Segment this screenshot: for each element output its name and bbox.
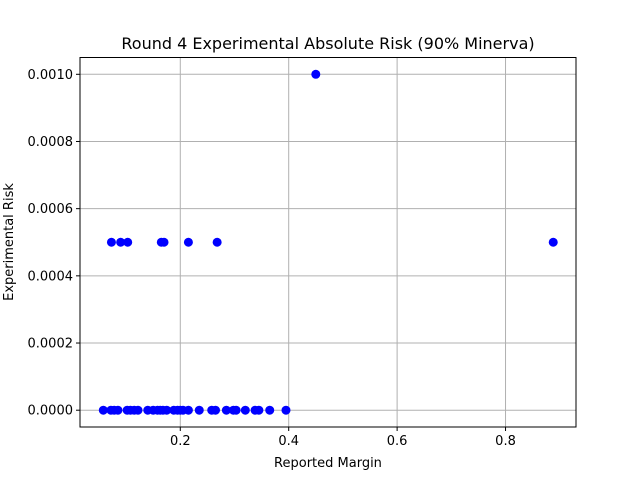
- x-axis-label: Reported Margin: [274, 456, 382, 471]
- data-point: [116, 237, 126, 247]
- y-tick-label: 0.0000: [28, 404, 74, 419]
- y-axis-label: Experimental Risk: [2, 183, 17, 301]
- x-axis-ticks: 0.2 0.4 0.6 0.8: [170, 427, 516, 449]
- data-point: [311, 69, 321, 79]
- data-point: [240, 405, 250, 415]
- x-tick-label: 0.6: [387, 434, 408, 449]
- data-point: [133, 405, 143, 415]
- y-tick-label: 0.0004: [28, 269, 74, 284]
- data-point: [221, 405, 231, 415]
- data-point: [265, 405, 275, 415]
- data-point: [183, 405, 193, 415]
- grid: [80, 57, 576, 427]
- data-point: [212, 237, 222, 247]
- data-point: [113, 405, 123, 415]
- data-point: [254, 405, 264, 415]
- data-point: [281, 405, 291, 415]
- x-tick-label: 0.8: [495, 434, 516, 449]
- x-tick-label: 0.4: [278, 434, 299, 449]
- y-tick-label: 0.0006: [28, 202, 74, 217]
- data-point: [548, 237, 558, 247]
- data-point: [211, 405, 221, 415]
- data-point: [194, 405, 204, 415]
- data-point: [231, 405, 241, 415]
- chart-title: Round 4 Experimental Absolute Risk (90% …: [121, 34, 534, 53]
- data-point: [106, 237, 116, 247]
- x-tick-label: 0.2: [170, 434, 191, 449]
- plot-frame: [79, 57, 577, 428]
- data-point: [123, 237, 133, 247]
- y-axis-ticks: 0.0000 0.0002 0.0004 0.0006 0.0008 0.0010: [28, 68, 80, 419]
- data-point: [183, 237, 193, 247]
- y-tick-label: 0.0002: [28, 337, 74, 352]
- data-point: [159, 237, 169, 247]
- data-points: [98, 69, 558, 415]
- data-point: [98, 405, 108, 415]
- data-point: [162, 405, 172, 415]
- y-tick-label: 0.0008: [28, 135, 74, 150]
- y-tick-label: 0.0010: [28, 68, 74, 83]
